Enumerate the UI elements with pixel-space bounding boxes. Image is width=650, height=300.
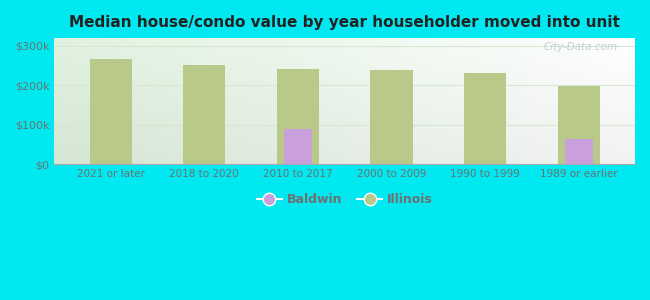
- Bar: [277, 69, 319, 164]
- Title: Median house/condo value by year householder moved into unit: Median house/condo value by year househo…: [70, 15, 620, 30]
- Text: City-Data.com: City-Data.com: [543, 42, 618, 52]
- Bar: [464, 73, 506, 164]
- Bar: [183, 65, 226, 164]
- Bar: [558, 86, 600, 164]
- Bar: [284, 129, 311, 164]
- Bar: [370, 70, 413, 164]
- Bar: [90, 58, 132, 164]
- Legend: Baldwin, Illinois: Baldwin, Illinois: [252, 188, 438, 211]
- Bar: [565, 139, 593, 164]
